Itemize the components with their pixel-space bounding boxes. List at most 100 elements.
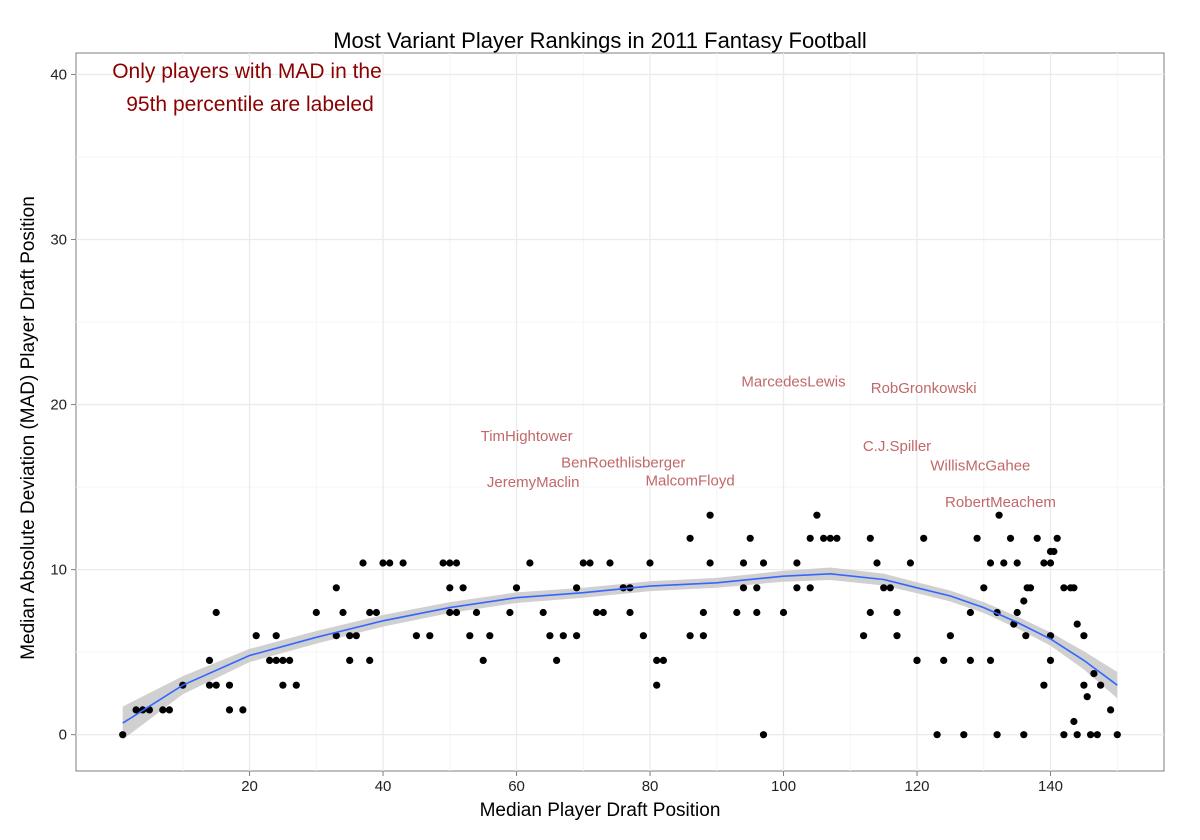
data-point	[399, 559, 407, 567]
data-point	[833, 534, 841, 542]
annotation-line-2: 95th percentile are labeled	[126, 93, 374, 116]
data-point	[272, 656, 280, 665]
data-point	[1073, 620, 1081, 628]
data-point	[1022, 632, 1030, 640]
player-label: RobertMeachem	[945, 494, 1056, 511]
player-label: TimHightower	[481, 428, 573, 445]
data-point	[1060, 584, 1068, 592]
data-point	[366, 656, 374, 665]
data-point	[539, 608, 547, 617]
data-point	[559, 632, 567, 640]
data-point	[653, 656, 661, 665]
data-point	[653, 681, 661, 689]
data-point	[993, 731, 1001, 739]
data-point	[272, 632, 280, 640]
data-point	[759, 731, 768, 739]
data-point	[699, 632, 708, 640]
data-point	[1113, 731, 1121, 739]
data-point	[279, 681, 287, 689]
data-point	[1033, 534, 1041, 542]
data-point	[1000, 559, 1008, 567]
data-point	[893, 632, 901, 640]
data-point	[940, 656, 948, 665]
data-point	[346, 656, 354, 665]
x-axis-title: Median Player Draft Position	[480, 800, 721, 821]
annotation-line-1: Only players with MAD in the	[112, 60, 382, 83]
data-point	[312, 608, 320, 617]
data-point	[446, 608, 454, 617]
data-point	[352, 632, 360, 640]
data-point	[1006, 534, 1015, 542]
data-point	[346, 632, 354, 640]
data-point	[132, 706, 140, 714]
data-point	[973, 534, 981, 542]
y-tick-label: 40	[50, 66, 67, 83]
data-point	[960, 731, 968, 739]
data-point	[573, 584, 581, 592]
data-point	[639, 632, 648, 640]
x-tick-label: 60	[508, 778, 525, 795]
y-tick-label: 20	[50, 397, 67, 414]
player-label: WillisMcGahee	[930, 458, 1030, 475]
data-point	[966, 608, 975, 617]
data-point	[446, 584, 454, 592]
y-tick-label: 10	[50, 562, 67, 579]
data-point	[225, 681, 234, 689]
data-point	[893, 608, 901, 617]
data-point	[379, 559, 387, 567]
data-point	[446, 559, 454, 567]
data-point	[1060, 731, 1068, 739]
data-point	[646, 559, 654, 567]
data-point	[659, 656, 668, 665]
data-point	[165, 706, 173, 714]
data-point	[1090, 670, 1098, 678]
data-point	[205, 681, 214, 689]
data-point	[452, 559, 461, 567]
data-point	[332, 632, 340, 640]
data-point	[586, 559, 594, 567]
data-point	[866, 608, 874, 617]
data-point	[526, 559, 534, 567]
data-point	[279, 656, 287, 665]
data-point	[286, 656, 294, 665]
smooth-line	[122, 572, 1118, 724]
data-point	[966, 656, 975, 665]
x-axis-ticks: 20 40 60 80 100 120 140	[241, 771, 1063, 795]
data-point	[906, 559, 915, 567]
player-label: MarcedesLewis	[741, 373, 845, 390]
data-point	[686, 534, 694, 542]
data-point	[606, 559, 614, 567]
player-label: RobGronkowski	[871, 380, 977, 397]
data-point	[920, 534, 928, 542]
data-point	[866, 534, 874, 542]
data-point	[459, 584, 467, 592]
player-label: JeremyMaclin	[487, 474, 580, 491]
smooth-line-path	[122, 572, 1118, 724]
data-point	[1093, 731, 1101, 739]
data-point	[1050, 547, 1058, 556]
data-point	[1070, 717, 1078, 726]
data-point	[706, 511, 714, 519]
data-point	[553, 656, 561, 665]
data-point	[933, 731, 941, 739]
data-point	[1073, 731, 1081, 739]
data-point	[359, 559, 367, 567]
data-point	[593, 608, 601, 617]
data-point	[686, 632, 694, 640]
data-point	[986, 656, 995, 665]
data-point	[1040, 681, 1048, 689]
player-labels: TimHightower BenRoethlisberger JeremyMacli…	[481, 373, 1056, 511]
data-point	[1083, 693, 1091, 701]
data-point	[472, 608, 481, 617]
data-point	[366, 608, 374, 617]
data-point	[813, 511, 821, 519]
data-point	[1097, 681, 1105, 689]
data-point	[252, 632, 260, 640]
data-point	[779, 608, 788, 617]
data-point	[739, 559, 748, 567]
data-point	[292, 681, 300, 689]
data-point	[205, 656, 214, 665]
data-point	[412, 632, 420, 640]
data-point	[880, 584, 888, 592]
data-point	[1080, 632, 1088, 640]
